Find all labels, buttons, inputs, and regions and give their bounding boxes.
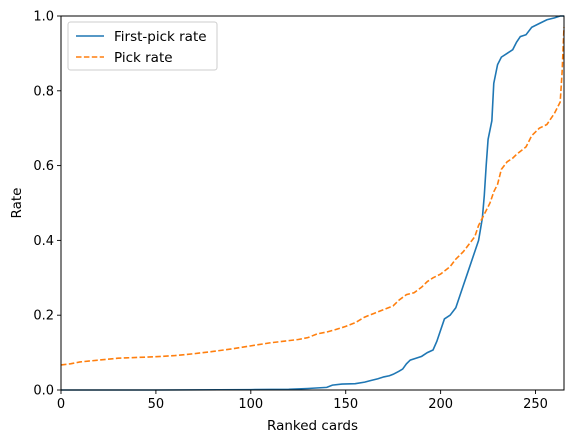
x-tick-label: 200 — [428, 397, 453, 412]
plot-frame — [60, 15, 565, 391]
x-tick-label: 150 — [333, 397, 358, 412]
x-tick-label: 50 — [148, 397, 165, 412]
plot-lines — [60, 15, 565, 391]
y-axis-title: Rate — [9, 188, 25, 219]
legend: First-pick rate Pick rate — [67, 21, 218, 71]
series-line-2 — [60, 27, 565, 366]
x-axis-title: Ranked cards — [267, 418, 358, 434]
series-line-1 — [61, 15, 564, 391]
legend-label: Pick rate — [114, 50, 173, 66]
y-tick-label: 0.6 — [33, 159, 54, 174]
y-axis: 0.0 0.2 0.4 0.6 0.8 1.0 — [33, 10, 61, 399]
x-axis: 0 50 100 150 200 250 — [57, 390, 548, 412]
y-tick-label: 1.0 — [33, 10, 54, 25]
x-tick-label: 0 — [57, 397, 65, 412]
y-tick-label: 0.8 — [33, 84, 54, 99]
y-tick-label: 0.4 — [33, 234, 54, 249]
y-tick-label: 0.2 — [33, 309, 54, 324]
x-tick-label: 250 — [523, 397, 548, 412]
y-tick-label: 0.0 — [33, 384, 54, 399]
legend-box — [67, 21, 218, 71]
legend-label: First-pick rate — [114, 29, 207, 45]
x-tick-label: 100 — [238, 397, 263, 412]
